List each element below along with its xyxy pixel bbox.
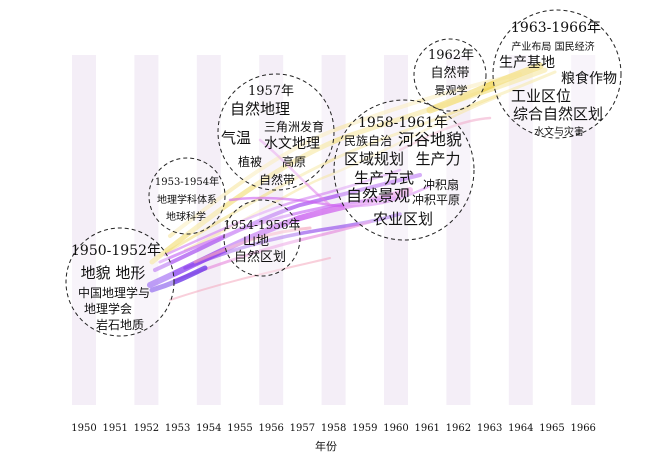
axis-title: 年份 xyxy=(315,439,337,453)
cluster-term: 地理学会 xyxy=(84,301,132,316)
cluster-1954-1956: 1954-1956年 山地 自然区划 xyxy=(223,199,301,277)
flow-ribbon xyxy=(173,220,372,282)
year-label: 1952 xyxy=(134,423,159,434)
cluster-term: 岩石地质 xyxy=(96,317,144,332)
cluster-circle xyxy=(413,38,487,112)
flow-ribbons xyxy=(147,62,557,301)
cluster-term: 三角洲发育 xyxy=(264,119,324,134)
cluster-term: 综合自然区划 xyxy=(513,105,603,123)
cluster-term: 河谷地貌 xyxy=(398,130,462,149)
year-band xyxy=(196,55,221,405)
flow-ribbon xyxy=(158,196,397,264)
cluster-term: 冲积平原 xyxy=(412,192,460,207)
year-band xyxy=(134,55,159,405)
cluster-period: 1953-1954年 xyxy=(155,175,219,188)
cluster-term: 区域规划 xyxy=(344,150,404,168)
cluster-term: 水文地理 xyxy=(264,136,320,152)
year-band xyxy=(571,55,596,405)
cluster-term: 地球科学 xyxy=(166,210,206,223)
cluster-term: 自然区划 xyxy=(234,249,286,265)
cluster-term: 自然带 xyxy=(430,65,469,81)
cluster-term: 山地 xyxy=(243,234,269,249)
cluster-period: 1950-1952年 xyxy=(71,243,161,259)
flow-ribbon xyxy=(169,257,331,301)
cluster-term: 高原 xyxy=(282,154,306,169)
cluster-term: 生产力 xyxy=(415,150,460,168)
flow-ribbon xyxy=(168,72,522,238)
cluster-circle xyxy=(217,73,335,191)
cluster-circle xyxy=(333,99,475,241)
year-label: 1963 xyxy=(477,423,502,434)
cluster-period: 1954-1956年 xyxy=(223,218,300,232)
flow-ribbon xyxy=(398,116,492,152)
flow-ribbon xyxy=(149,265,208,293)
cluster-term: 冲积扇 xyxy=(423,177,459,192)
cluster-term: 自然地理 xyxy=(230,100,290,118)
cluster-term: 粮食作物 xyxy=(561,70,617,87)
year-label: 1962 xyxy=(446,423,471,434)
year-band xyxy=(72,55,96,405)
year-label: 1956 xyxy=(258,423,283,434)
cluster-1962: 1962年 自然带 景观学 xyxy=(413,38,487,112)
year-label: 1959 xyxy=(352,423,377,434)
year-label: 1961 xyxy=(414,423,439,434)
year-label: 1951 xyxy=(102,423,127,434)
flow-ribbon xyxy=(426,62,544,114)
year-label: 1964 xyxy=(508,423,533,434)
year-label: 1958 xyxy=(321,423,346,434)
flow-ribbon xyxy=(183,212,402,270)
cluster-term: 植被 xyxy=(238,154,262,169)
cluster-period: 1957年 xyxy=(248,84,294,99)
flow-ribbon xyxy=(258,138,332,207)
cluster-circle xyxy=(492,9,622,139)
year-band xyxy=(508,55,533,405)
cluster-circle xyxy=(223,199,301,277)
cluster-period: 1958-1961年 xyxy=(358,115,448,131)
year-label: 1966 xyxy=(570,423,595,434)
cluster-term: 生产方式 xyxy=(354,169,414,187)
year-label: 1953 xyxy=(165,423,190,434)
cluster-period: 1962年 xyxy=(428,48,474,63)
cluster-term: 地貌 地形 xyxy=(81,264,146,282)
cluster-term: 景观学 xyxy=(435,83,468,97)
cluster-term: 产业布局 国民经济 xyxy=(511,40,594,53)
year-axis: 1950 1951 1952 1953 1954 1955 1956 1957 1958 1959… xyxy=(71,423,596,434)
cluster-term: 农业区划 xyxy=(373,210,433,228)
year-label: 1954 xyxy=(196,423,221,434)
cluster-circle xyxy=(148,157,226,235)
year-label: 1957 xyxy=(290,423,315,434)
cluster-term: 气温 xyxy=(221,129,251,147)
year-label: 1960 xyxy=(383,423,408,434)
cluster-1957: 1957年 自然地理 三角洲发育 气温 水文地理 植被 高原 自然带 xyxy=(217,73,335,191)
year-label: 1950 xyxy=(71,423,96,434)
cluster-1950-1952: 1950-1952年 地貌 地形 中国地理学与 地理学会 岩石地质 xyxy=(65,227,175,337)
cluster-term: 自然带 xyxy=(259,172,295,187)
cluster-term: 中国地理学与 xyxy=(78,285,150,300)
flow-ribbon xyxy=(158,70,557,258)
cluster-circle xyxy=(65,227,175,337)
year-label: 1965 xyxy=(539,423,564,434)
cluster-term: 自然景观 xyxy=(346,186,410,205)
cluster-term: 工业区位 xyxy=(511,87,571,105)
cluster-term: 水文与灾害 xyxy=(534,125,584,138)
cluster-term: 民族自治 xyxy=(344,134,392,148)
flow-ribbon xyxy=(193,226,312,264)
cluster-period: 1963-1966年 xyxy=(511,20,601,36)
cluster-term: 生产基地 xyxy=(499,54,555,71)
year-label: 1955 xyxy=(227,423,252,434)
cluster-1953-1954: 1953-1954年 地理学科体系 地球科学 xyxy=(148,157,226,235)
cluster-1958-1961: 1958-1961年 民族自治 河谷地貌 区域规划 生产力 生产方式 冲积扇 自… xyxy=(333,99,475,241)
cluster-1963-1966: 1963-1966年 产业布局 国民经济 生产基地 粮食作物 工业区位 综合自然… xyxy=(492,9,622,139)
cluster-term: 地理学科体系 xyxy=(157,193,217,206)
flow-ribbon xyxy=(153,173,422,272)
